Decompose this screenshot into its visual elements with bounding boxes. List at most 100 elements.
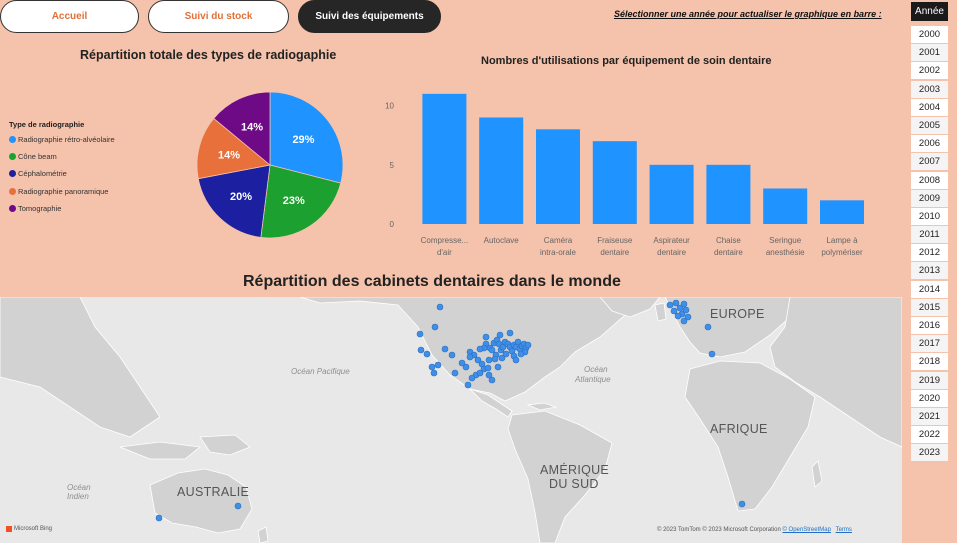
- map-marker[interactable]: [476, 345, 484, 353]
- bar[interactable]: [706, 164, 751, 224]
- year-option-2007[interactable]: 2007: [911, 153, 948, 171]
- year-option-2013[interactable]: 2013: [911, 262, 948, 280]
- pie-legend-item[interactable]: Céphalométrie: [9, 169, 67, 178]
- map-marker[interactable]: [488, 376, 496, 384]
- x-category-label: anesthésie: [766, 248, 805, 257]
- year-option-2018[interactable]: 2018: [911, 353, 948, 371]
- map-marker[interactable]: [494, 363, 502, 371]
- bar[interactable]: [649, 164, 694, 224]
- map-marker[interactable]: [155, 514, 163, 522]
- pie-legend-item[interactable]: Radiographie panoramique: [9, 187, 108, 196]
- map-marker[interactable]: [514, 338, 522, 346]
- map-marker[interactable]: [524, 341, 532, 349]
- map-marker[interactable]: [672, 299, 680, 307]
- map-marker[interactable]: [234, 502, 242, 510]
- map-marker[interactable]: [676, 304, 684, 312]
- year-option-2011[interactable]: 2011: [911, 226, 948, 244]
- map-marker[interactable]: [704, 323, 712, 331]
- year-option-2003[interactable]: 2003: [911, 80, 948, 98]
- osm-link[interactable]: © OpenStreetMap: [782, 527, 831, 533]
- map-marker[interactable]: [680, 300, 688, 308]
- map-marker[interactable]: [485, 356, 493, 364]
- map-marker[interactable]: [674, 312, 682, 320]
- nav-equipment-button[interactable]: Suivi des équipements: [298, 0, 441, 33]
- map-marker[interactable]: [485, 371, 493, 379]
- map-marker[interactable]: [708, 350, 716, 358]
- year-option-2012[interactable]: 2012: [911, 244, 948, 262]
- year-option-2023[interactable]: 2023: [911, 444, 948, 462]
- map-marker[interactable]: [680, 317, 688, 325]
- bar[interactable]: [479, 117, 524, 225]
- pie-legend-item[interactable]: Tomographie: [9, 204, 61, 213]
- map-marker[interactable]: [488, 346, 496, 354]
- pie-slice[interactable]: [213, 91, 271, 166]
- year-option-2008[interactable]: 2008: [911, 171, 948, 189]
- map-marker[interactable]: [670, 307, 678, 315]
- terms-link[interactable]: Terms: [835, 527, 852, 533]
- year-option-2022[interactable]: 2022: [911, 426, 948, 444]
- nav-stock-button[interactable]: Suivi du stock: [148, 0, 289, 33]
- bar[interactable]: [536, 129, 580, 224]
- year-option-2020[interactable]: 2020: [911, 389, 948, 407]
- year-option-2009[interactable]: 2009: [911, 189, 948, 207]
- map-marker[interactable]: [484, 364, 492, 372]
- map-marker[interactable]: [451, 369, 459, 377]
- year-option-2014[interactable]: 2014: [911, 280, 948, 298]
- map-marker[interactable]: [517, 350, 525, 358]
- pie-legend-item[interactable]: Cône beam: [9, 152, 57, 161]
- map-marker[interactable]: [416, 330, 424, 338]
- year-option-2017[interactable]: 2017: [911, 335, 948, 353]
- nav-home-button[interactable]: Accueil: [0, 0, 139, 33]
- map-label-indien-2: Indien: [67, 492, 89, 501]
- map-marker[interactable]: [512, 356, 520, 364]
- map-marker[interactable]: [498, 354, 506, 362]
- map-marker[interactable]: [464, 381, 472, 389]
- map-marker[interactable]: [458, 359, 466, 367]
- map-marker[interactable]: [428, 363, 436, 371]
- year-option-2015[interactable]: 2015: [911, 298, 948, 316]
- bar[interactable]: [592, 141, 637, 224]
- map-marker[interactable]: [682, 306, 690, 314]
- map-marker[interactable]: [434, 361, 442, 369]
- year-option-2000[interactable]: 2000: [911, 26, 948, 43]
- map-marker[interactable]: [491, 355, 499, 363]
- map-marker[interactable]: [448, 351, 456, 359]
- year-option-2019[interactable]: 2019: [911, 371, 948, 389]
- map-marker[interactable]: [466, 353, 474, 361]
- pie-legend-item[interactable]: Radiographie rétro-alvéolaire: [9, 135, 115, 144]
- pie-slice[interactable]: [269, 91, 344, 184]
- year-option-2016[interactable]: 2016: [911, 317, 948, 334]
- map-marker[interactable]: [474, 356, 482, 364]
- map-marker[interactable]: [684, 313, 692, 321]
- pie-slice[interactable]: [196, 117, 271, 180]
- map-marker[interactable]: [423, 350, 431, 358]
- map-marker[interactable]: [436, 303, 444, 311]
- map-marker[interactable]: [476, 369, 484, 377]
- year-option-2006[interactable]: 2006: [911, 135, 948, 153]
- year-option-2010[interactable]: 2010: [911, 207, 948, 225]
- bar[interactable]: [820, 200, 864, 224]
- year-option-2021[interactable]: 2021: [911, 407, 948, 425]
- map-marker[interactable]: [441, 345, 449, 353]
- year-option-2004[interactable]: 2004: [911, 98, 948, 116]
- year-option-2002[interactable]: 2002: [911, 62, 948, 80]
- map-marker[interactable]: [431, 323, 439, 331]
- map-marker[interactable]: [502, 350, 510, 358]
- bar[interactable]: [422, 93, 467, 224]
- map-marker[interactable]: [738, 500, 746, 508]
- year-option-2001[interactable]: 2001: [911, 44, 948, 62]
- map-marker[interactable]: [482, 333, 490, 341]
- map-marker[interactable]: [666, 301, 674, 309]
- pie-slice[interactable]: [197, 164, 271, 238]
- pie-legend-label: Radiographie panoramique: [18, 186, 109, 196]
- map-marker[interactable]: [506, 329, 514, 337]
- map-marker[interactable]: [462, 363, 470, 371]
- map-marker[interactable]: [496, 331, 504, 339]
- bar[interactable]: [763, 188, 808, 225]
- map-marker[interactable]: [430, 369, 438, 377]
- map-marker[interactable]: [468, 374, 476, 382]
- world-map[interactable]: EUROPE AFRIQUE AMÉRIQUE DU SUD AUSTRALIE…: [0, 297, 902, 543]
- pie-slice[interactable]: [260, 164, 342, 239]
- map-marker[interactable]: [417, 346, 425, 354]
- year-option-2005[interactable]: 2005: [911, 116, 948, 134]
